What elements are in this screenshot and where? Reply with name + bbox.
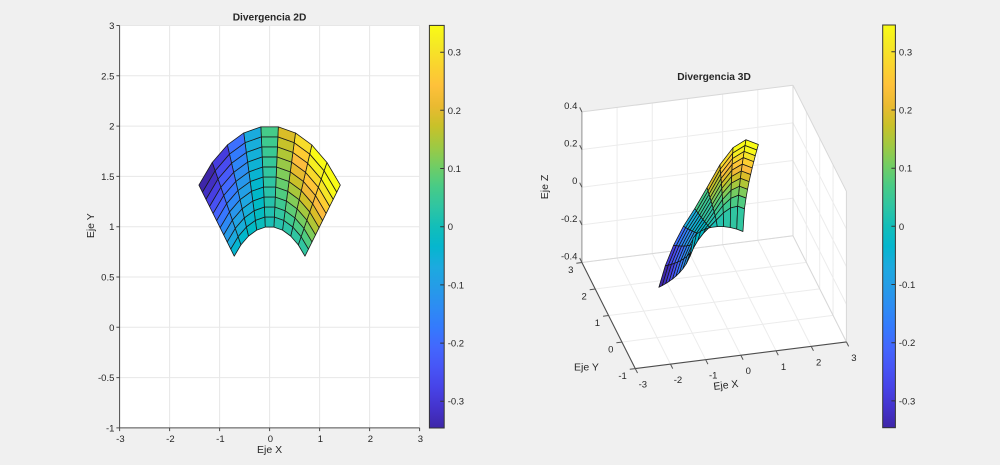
svg-text:2: 2 <box>582 292 587 303</box>
svg-text:3: 3 <box>568 265 573 276</box>
svg-text:0.2: 0.2 <box>899 106 912 117</box>
svg-text:0: 0 <box>572 176 577 187</box>
svg-text:0: 0 <box>746 366 751 377</box>
svg-text:3: 3 <box>109 21 114 32</box>
svg-text:2: 2 <box>109 122 114 133</box>
svg-text:-0.2: -0.2 <box>448 339 464 350</box>
svg-text:Divergencia 2D: Divergencia 2D <box>233 13 307 24</box>
svg-text:0.2: 0.2 <box>564 139 577 150</box>
svg-text:0.3: 0.3 <box>448 48 461 59</box>
svg-text:Eje Z: Eje Z <box>539 174 551 199</box>
svg-text:-2: -2 <box>166 434 174 445</box>
svg-text:0.1: 0.1 <box>448 164 461 175</box>
svg-text:1: 1 <box>318 434 323 445</box>
svg-text:-0.2: -0.2 <box>899 338 915 349</box>
svg-text:0: 0 <box>608 345 613 356</box>
svg-text:Eje X: Eje X <box>257 444 282 456</box>
svg-text:Eje Y: Eje Y <box>85 213 97 238</box>
svg-text:0.3: 0.3 <box>899 47 912 58</box>
svg-text:3: 3 <box>851 353 856 364</box>
svg-text:Eje X: Eje X <box>713 378 739 393</box>
svg-text:-2: -2 <box>674 375 682 386</box>
svg-text:0: 0 <box>448 222 453 233</box>
svg-text:0: 0 <box>899 222 904 233</box>
svg-text:2: 2 <box>368 434 373 445</box>
svg-text:-0.5: -0.5 <box>98 373 114 384</box>
svg-text:0: 0 <box>268 434 273 445</box>
svg-text:Divergencia 3D: Divergencia 3D <box>677 72 751 83</box>
svg-text:-0.3: -0.3 <box>899 396 915 407</box>
svg-text:2: 2 <box>816 357 821 368</box>
svg-text:3: 3 <box>418 434 423 445</box>
svg-text:0.5: 0.5 <box>101 273 114 284</box>
svg-text:-1: -1 <box>618 371 626 382</box>
svg-text:1: 1 <box>595 318 600 329</box>
svg-text:-1: -1 <box>106 423 114 434</box>
svg-text:0.1: 0.1 <box>899 164 912 175</box>
svg-text:1: 1 <box>781 362 786 373</box>
svg-text:1.5: 1.5 <box>101 172 114 183</box>
svg-text:-0.4: -0.4 <box>561 252 577 263</box>
svg-text:0.2: 0.2 <box>448 106 461 117</box>
svg-text:-3: -3 <box>639 380 647 391</box>
svg-text:-1: -1 <box>709 371 717 382</box>
svg-text:-3: -3 <box>116 434 124 445</box>
svg-text:1: 1 <box>109 222 114 233</box>
svg-text:0: 0 <box>109 323 114 334</box>
svg-text:2.5: 2.5 <box>101 71 114 82</box>
svg-text:-1: -1 <box>216 434 224 445</box>
svg-text:-0.2: -0.2 <box>561 214 577 225</box>
svg-text:-0.1: -0.1 <box>448 280 464 291</box>
svg-text:0.4: 0.4 <box>564 101 577 112</box>
svg-text:-0.1: -0.1 <box>899 280 915 291</box>
svg-text:-0.3: -0.3 <box>448 397 464 408</box>
svg-text:Eje Y: Eje Y <box>574 362 599 374</box>
